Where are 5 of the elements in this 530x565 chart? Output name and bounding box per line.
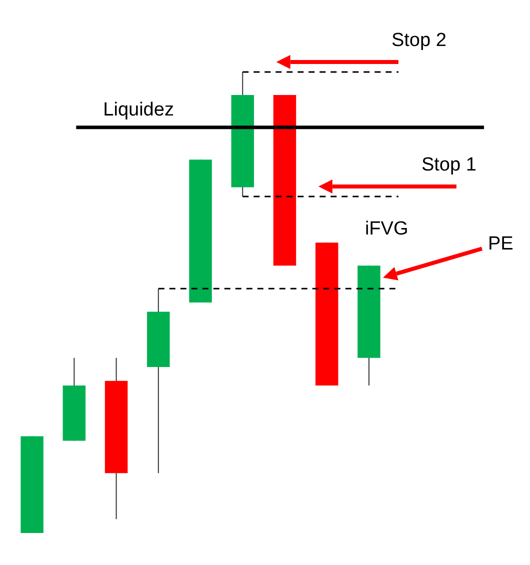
text: PE [488,234,514,255]
ref-line-label: Stop 1 [421,154,476,176]
ref-line-label: Liquidez [103,99,174,120]
annotation: iFVG [364,218,408,240]
ref-line-label: Stop 2 [391,30,446,51]
